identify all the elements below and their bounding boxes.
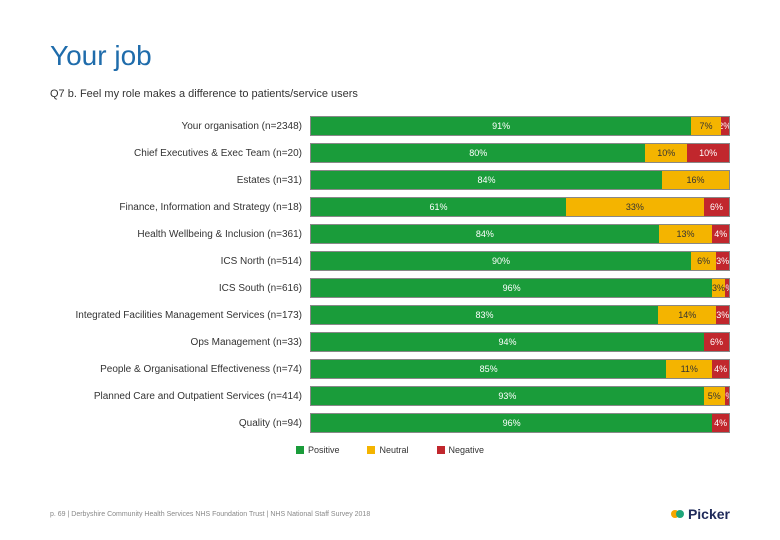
bar-segment-neg: 4% <box>712 414 729 432</box>
bar-segment-pos: 94% <box>311 333 704 351</box>
bar-segment-neu: 5% <box>704 387 725 405</box>
bar-segment-neg: 3% <box>716 306 729 324</box>
stacked-bar: 94%6% <box>310 332 730 352</box>
chart-row: Health Wellbeing & Inclusion (n=361)84%1… <box>50 222 730 246</box>
bar-segment-pos: 83% <box>311 306 658 324</box>
chart-row: Ops Management (n=33)94%6% <box>50 330 730 354</box>
bar-segment-pos: 84% <box>311 225 659 243</box>
stacked-bar: 80%10%10% <box>310 143 730 163</box>
bar-segment-neu: 16% <box>662 171 729 189</box>
logo-text: Picker <box>688 506 730 522</box>
bar-segment-pos: 91% <box>311 117 691 135</box>
bar-segment-neg: 1% <box>725 387 729 405</box>
row-label: Planned Care and Outpatient Services (n=… <box>50 391 310 402</box>
chart-row: Finance, Information and Strategy (n=18)… <box>50 195 730 219</box>
stacked-bar: 85%11%4% <box>310 359 730 379</box>
bar-segment-neg: 1% <box>725 279 729 297</box>
chart-row: Your organisation (n=2348)91%7%2% <box>50 114 730 138</box>
bar-segment-neg: 10% <box>687 144 729 162</box>
bar-segment-neu: 7% <box>691 117 720 135</box>
bar-segment-pos: 93% <box>311 387 704 405</box>
legend-neutral: Neutral <box>367 445 408 455</box>
bar-segment-pos: 96% <box>311 279 712 297</box>
bar-segment-pos: 90% <box>311 252 691 270</box>
legend-positive: Positive <box>296 445 340 455</box>
legend-negative-label: Negative <box>449 445 485 455</box>
bar-segment-pos: 80% <box>311 144 645 162</box>
bar-segment-neu: 10% <box>645 144 687 162</box>
bar-segment-neu: 33% <box>566 198 704 216</box>
row-label: Finance, Information and Strategy (n=18) <box>50 202 310 213</box>
logo-icon <box>671 510 684 518</box>
bar-segment-neg: 4% <box>712 360 729 378</box>
stacked-bar: 84%16% <box>310 170 730 190</box>
bar-segment-pos: 84% <box>311 171 662 189</box>
legend-negative: Negative <box>437 445 485 455</box>
bar-segment-neu: 6% <box>691 252 716 270</box>
row-label: Estates (n=31) <box>50 175 310 186</box>
stacked-bar-chart: Your organisation (n=2348)91%7%2% Chief E… <box>50 114 730 435</box>
row-label: ICS South (n=616) <box>50 283 310 294</box>
swatch-negative <box>437 446 445 454</box>
bar-segment-pos: 85% <box>311 360 666 378</box>
row-label: ICS North (n=514) <box>50 256 310 267</box>
bar-segment-neu: 14% <box>658 306 717 324</box>
row-label: Health Wellbeing & Inclusion (n=361) <box>50 229 310 240</box>
picker-logo: Picker <box>671 506 730 522</box>
slide: Your job Q7 b. Feel my role makes a diff… <box>0 0 780 540</box>
bar-segment-pos: 61% <box>311 198 566 216</box>
bar-segment-neu: 13% <box>659 225 713 243</box>
swatch-neutral <box>367 446 375 454</box>
bar-segment-neu: 3% <box>712 279 725 297</box>
footer-text: p. 69 | Derbyshire Community Health Serv… <box>50 511 370 518</box>
row-label: People & Organisational Effectiveness (n… <box>50 364 310 375</box>
slide-footer: p. 69 | Derbyshire Community Health Serv… <box>50 506 730 522</box>
bar-segment-neu: 11% <box>666 360 712 378</box>
chart-row: Planned Care and Outpatient Services (n=… <box>50 384 730 408</box>
chart-row: Integrated Facilities Management Service… <box>50 303 730 327</box>
row-label: Your organisation (n=2348) <box>50 121 310 132</box>
row-label: Integrated Facilities Management Service… <box>50 310 310 321</box>
stacked-bar: 93%5%1% <box>310 386 730 406</box>
chart-row: People & Organisational Effectiveness (n… <box>50 357 730 381</box>
slide-title: Your job <box>50 40 730 72</box>
row-label: Ops Management (n=33) <box>50 337 310 348</box>
chart-row: ICS South (n=616)96%3%1% <box>50 276 730 300</box>
stacked-bar: 61%33%6% <box>310 197 730 217</box>
stacked-bar: 96%4% <box>310 413 730 433</box>
chart-row: Chief Executives & Exec Team (n=20)80%10… <box>50 141 730 165</box>
bar-segment-pos: 96% <box>311 414 712 432</box>
stacked-bar: 91%7%2% <box>310 116 730 136</box>
bar-segment-neg: 4% <box>712 225 729 243</box>
chart-row: ICS North (n=514)90%6%3% <box>50 249 730 273</box>
row-label: Chief Executives & Exec Team (n=20) <box>50 148 310 159</box>
bar-segment-neg: 6% <box>704 333 729 351</box>
stacked-bar: 84%13%4% <box>310 224 730 244</box>
bar-segment-neg: 2% <box>721 117 729 135</box>
chart-legend: Positive Neutral Negative <box>50 445 730 455</box>
legend-neutral-label: Neutral <box>379 445 408 455</box>
chart-row: Quality (n=94)96%4% <box>50 411 730 435</box>
bar-segment-neg: 3% <box>716 252 729 270</box>
stacked-bar: 90%6%3% <box>310 251 730 271</box>
stacked-bar: 96%3%1% <box>310 278 730 298</box>
chart-row: Estates (n=31)84%16% <box>50 168 730 192</box>
bar-segment-neg: 6% <box>704 198 729 216</box>
legend-positive-label: Positive <box>308 445 340 455</box>
stacked-bar: 83%14%3% <box>310 305 730 325</box>
row-label: Quality (n=94) <box>50 418 310 429</box>
swatch-positive <box>296 446 304 454</box>
question-text: Q7 b. Feel my role makes a difference to… <box>50 88 730 100</box>
